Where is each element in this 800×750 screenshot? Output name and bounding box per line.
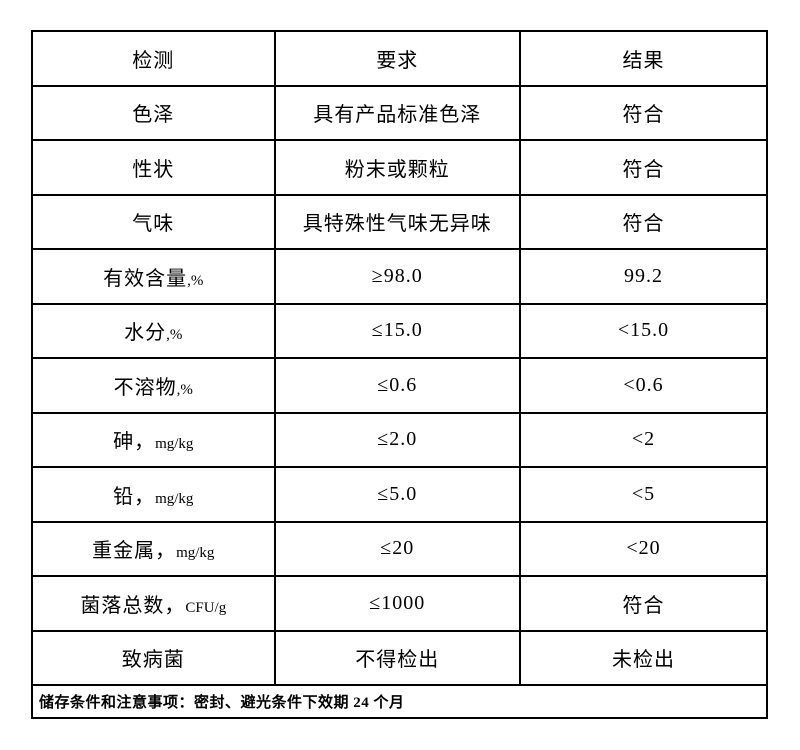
inspection-table-body: 检测 要求 结果 色泽 具有产品标准色泽 符合 性状 粉末或颗粒 符合 气味 具… xyxy=(31,30,768,719)
cell-result: <5 xyxy=(519,466,768,523)
cell-requirement: ≤2.0 xyxy=(273,411,522,468)
cell-result: 99.2 xyxy=(519,248,768,305)
test-unit: ,% xyxy=(187,272,204,289)
storage-conditions-note: 储存条件和注意事项：密封、避光条件下效期 24 个月 xyxy=(31,684,768,719)
table-row: 致病菌 不得检出 未检出 xyxy=(31,629,768,686)
footer-row: 储存条件和注意事项：密封、避光条件下效期 24 个月 xyxy=(31,684,768,719)
header-row: 检测 要求 结果 xyxy=(31,30,768,87)
cell-result: <2 xyxy=(519,411,768,468)
cell-result: 符合 xyxy=(519,575,768,632)
cell-test: 水分,% xyxy=(31,302,276,359)
test-unit: mg/kg xyxy=(176,545,215,562)
cell-requirement: ≤15.0 xyxy=(273,302,522,359)
cell-test: 铅，mg/kg xyxy=(31,466,276,523)
cell-test: 菌落总数，CFU/g xyxy=(31,575,276,632)
cell-requirement: ≥98.0 xyxy=(273,248,522,305)
cell-test: 重金属，mg/kg xyxy=(31,520,276,577)
cell-test: 气味 xyxy=(31,193,276,250)
cell-test: 砷，mg/kg xyxy=(31,411,276,468)
cell-result: <15.0 xyxy=(519,302,768,359)
table-row: 铅，mg/kg ≤5.0 <5 xyxy=(31,466,768,523)
cell-requirement: 具有产品标准色泽 xyxy=(273,84,522,141)
cell-requirement: 粉末或颗粒 xyxy=(273,139,522,196)
cell-result: <0.6 xyxy=(519,357,768,414)
cell-result: 符合 xyxy=(519,193,768,250)
test-unit: ,% xyxy=(166,327,183,344)
table-row: 不溶物,% ≤0.6 <0.6 xyxy=(31,357,768,414)
cell-test: 色泽 xyxy=(31,84,276,141)
cell-requirement: 不得检出 xyxy=(273,629,522,686)
table-row: 重金属，mg/kg ≤20 <20 xyxy=(31,520,768,577)
cell-requirement: ≤1000 xyxy=(273,575,522,632)
header-test: 检测 xyxy=(31,30,276,87)
cell-requirement: 具特殊性气味无异味 xyxy=(273,193,522,250)
cell-requirement: ≤0.6 xyxy=(273,357,522,414)
cell-test: 致病菌 xyxy=(31,629,276,686)
cell-result: 符合 xyxy=(519,84,768,141)
test-unit: CFU/g xyxy=(185,599,227,616)
table-row: 砷，mg/kg ≤2.0 <2 xyxy=(31,411,768,468)
cell-requirement: ≤5.0 xyxy=(273,466,522,523)
test-unit: mg/kg xyxy=(155,436,194,453)
table-row: 水分,% ≤15.0 <15.0 xyxy=(31,302,768,359)
inspection-table: 检测 要求 结果 色泽 具有产品标准色泽 符合 性状 粉末或颗粒 符合 气味 具… xyxy=(31,30,768,719)
cell-result: 符合 xyxy=(519,139,768,196)
cell-result: 未检出 xyxy=(519,629,768,686)
header-requirement: 要求 xyxy=(273,30,522,87)
table-row: 性状 粉末或颗粒 符合 xyxy=(31,139,768,196)
cell-result: <20 xyxy=(519,520,768,577)
table-row: 色泽 具有产品标准色泽 符合 xyxy=(31,84,768,141)
cell-test: 性状 xyxy=(31,139,276,196)
header-result: 结果 xyxy=(519,30,768,87)
test-unit: mg/kg xyxy=(155,490,194,507)
test-unit: ,% xyxy=(176,381,193,398)
table-row: 菌落总数，CFU/g ≤1000 符合 xyxy=(31,575,768,632)
cell-test: 有效含量,% xyxy=(31,248,276,305)
table-row: 气味 具特殊性气味无异味 符合 xyxy=(31,193,768,250)
cell-test: 不溶物,% xyxy=(31,357,276,414)
cell-requirement: ≤20 xyxy=(273,520,522,577)
table-row: 有效含量,% ≥98.0 99.2 xyxy=(31,248,768,305)
